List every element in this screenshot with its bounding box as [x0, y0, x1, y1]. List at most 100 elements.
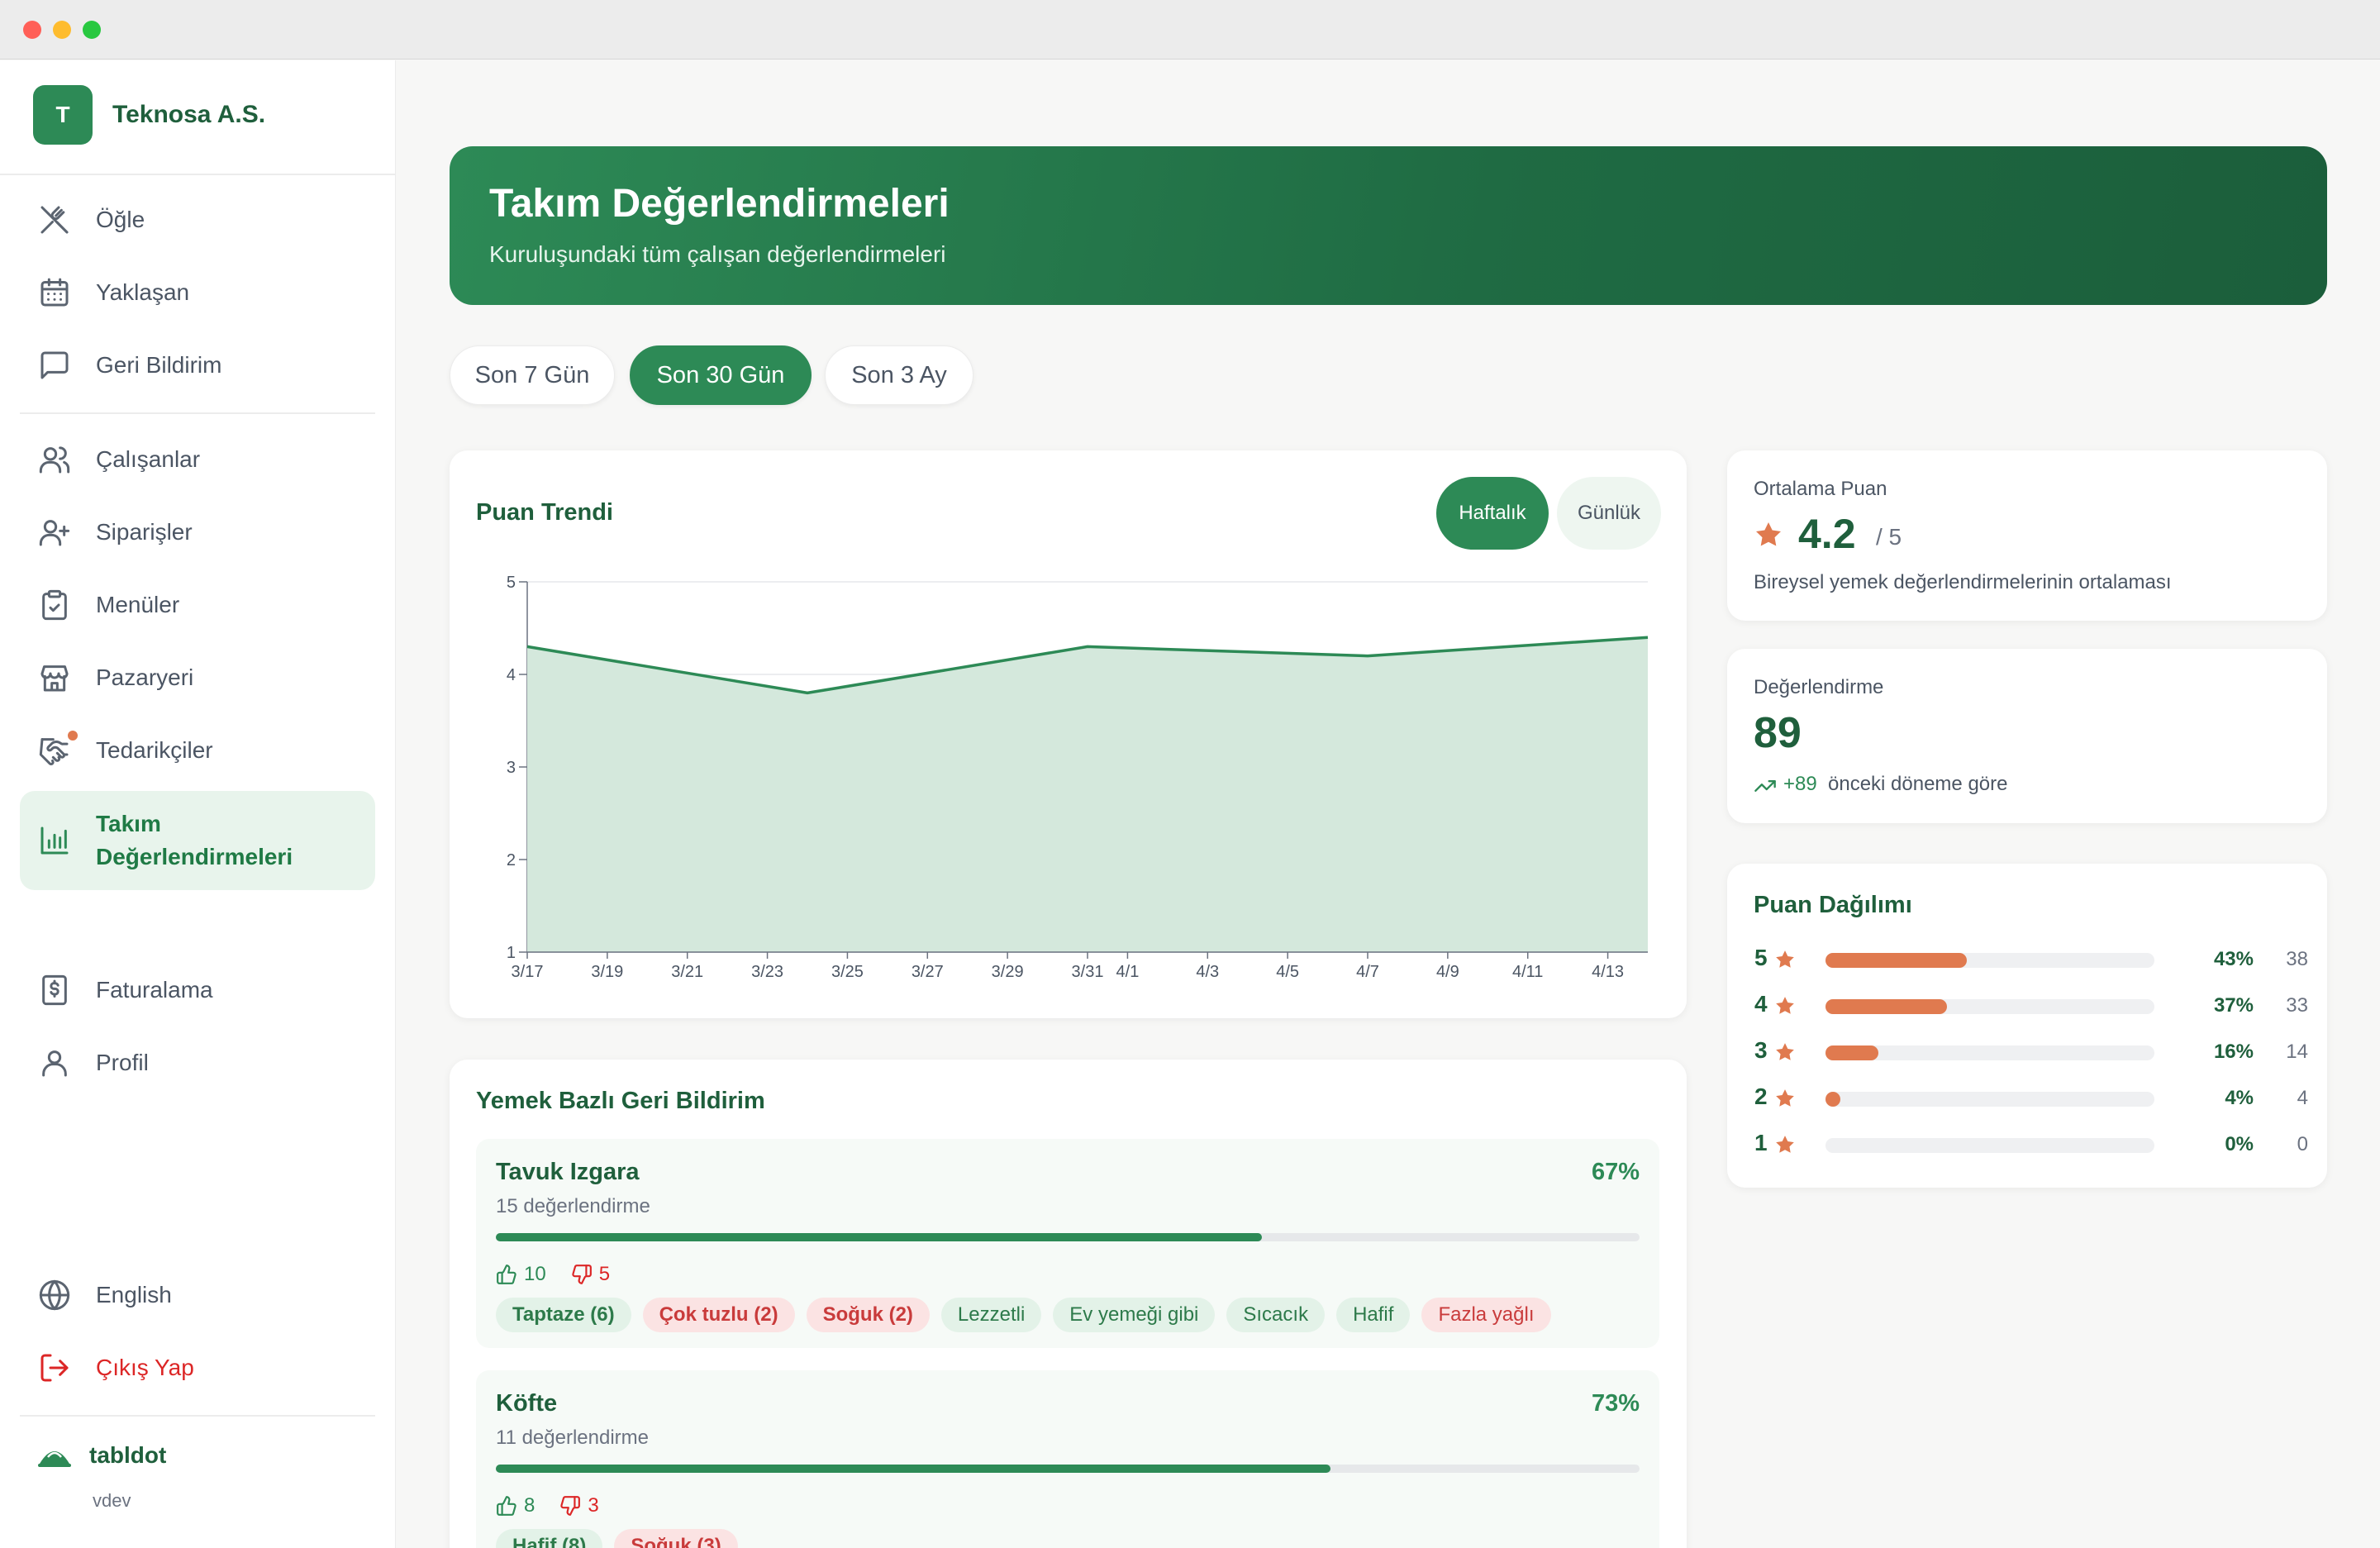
rating-stars: 1 [1754, 1130, 1768, 1155]
y-tick-label: 2 [507, 851, 516, 869]
thumbs-up-icon [497, 1496, 516, 1516]
star-icon [1776, 950, 1794, 968]
feedback-tag: Soğuk (3) [614, 1529, 738, 1548]
language-switch[interactable]: English [20, 1262, 375, 1328]
x-tick-label: 3/29 [992, 963, 1024, 981]
dish-feedback-item[interactable]: Tavuk Izgara 67% 15 değerlendirme 10 5 T… [476, 1139, 1659, 1348]
range-tab-3-months[interactable]: Son 3 Ay [825, 345, 973, 405]
sidebar-divider [20, 1415, 375, 1417]
x-tick-label: 3/19 [591, 963, 623, 981]
tabldot-logo-icon [38, 1451, 71, 1467]
sidebar-item-label: Yaklaşan [96, 279, 190, 305]
rating-row: 5 43% 38 [1754, 941, 2308, 978]
sidebar-item-label: Tedarikçiler [96, 737, 213, 763]
rating-stars: 3 [1754, 1037, 1768, 1063]
x-tick-label: 3/27 [912, 963, 944, 981]
page-header-banner: Takım Değerlendirmeleri Kuruluşundaki tü… [450, 146, 2327, 305]
rating-stars: 2 [1754, 1084, 1768, 1109]
feedback-tag: Hafif [1336, 1298, 1411, 1332]
globe-icon [39, 1279, 70, 1311]
average-score-card: Ortalama Puan 4.2 / 5 Bireysel yemek değ… [1727, 450, 2327, 621]
sidebar-item-label: Geri Bildirim [96, 352, 222, 378]
rating-percent: 4% [2225, 1087, 2254, 1109]
rating-bar-fill [1825, 1045, 1878, 1060]
feedback-tag: Hafif (8) [496, 1529, 603, 1548]
language-label: English [96, 1282, 172, 1307]
feedback-tag: Fazla yağlı [1421, 1298, 1551, 1332]
x-tick-label: 3/17 [512, 963, 544, 981]
user-icon [42, 1050, 67, 1077]
company-switcher[interactable]: T Teknosa A.S. [33, 85, 265, 145]
message-square-icon [40, 351, 69, 379]
thumbs-up-count: 8 [496, 1494, 535, 1517]
page-title: Takım Değerlendirmeleri [489, 182, 950, 226]
feedback-tag: Ev yemeği gibi [1053, 1298, 1216, 1332]
review-count-delta: +89 [1783, 773, 1817, 795]
users-icon [39, 446, 70, 474]
thumbs-down-value: 3 [588, 1494, 599, 1517]
user-plus-icon [39, 520, 70, 546]
rating-bar-fill [1825, 953, 1968, 968]
sidebar-item-menuler[interactable]: Menüler [20, 572, 375, 638]
sidebar-item-pazaryeri[interactable]: Pazaryeri [20, 645, 375, 711]
dish-approval-track [496, 1465, 1640, 1473]
sidebar-item-label: Menüler [96, 592, 180, 617]
sidebar-divider [0, 174, 396, 175]
rating-stars: 5 [1754, 945, 1768, 970]
sidebar-item-profil[interactable]: Profil [20, 1030, 375, 1096]
thumbs-up-icon [497, 1265, 516, 1284]
rating-bar-track [1825, 1045, 2154, 1060]
minimize-window-button[interactable] [53, 21, 71, 39]
range-tab-7-days[interactable]: Son 7 Gün [450, 345, 615, 405]
dish-feedback-title: Yemek Bazlı Geri Bildirim [476, 1088, 765, 1114]
rating-bar-fill [1825, 1092, 1840, 1107]
footer-brand-name: tabldot [89, 1442, 167, 1468]
sidebar-item-siparisler[interactable]: Siparişler [20, 499, 375, 565]
receipt-icon [42, 974, 67, 1006]
x-tick-label: 4/11 [1512, 963, 1543, 981]
rating-bar-fill [1825, 999, 1948, 1014]
star-icon [1776, 997, 1794, 1014]
dish-feedback-item[interactable]: Köfte 73% 11 değerlendirme 8 3 Hafif (8)… [476, 1370, 1659, 1548]
sidebar-item-label: Öğle [96, 207, 145, 232]
feedback-tag: Soğuk (2) [806, 1298, 930, 1332]
range-tab-30-days[interactable]: Son 30 Gün [630, 345, 812, 405]
x-tick-label: 3/21 [671, 963, 703, 981]
x-tick-label: 4/7 [1356, 963, 1379, 981]
thumbs-up-value: 8 [524, 1494, 536, 1517]
utensils-crossed-icon [40, 206, 69, 234]
feedback-tag: Çok tuzlu (2) [642, 1298, 795, 1332]
store-icon [40, 665, 69, 692]
rating-distribution-card: Puan Dağılımı [1727, 864, 2327, 1188]
thumbs-down-count: 3 [559, 1494, 599, 1517]
sidebar-item-takim-degerlendirmeleri[interactable]: Takım Değerlendirmeleri [20, 791, 375, 890]
sidebar-item-ogle[interactable]: Öğle [20, 187, 375, 253]
x-tick-label: 3/25 [831, 963, 864, 981]
weekly-toggle[interactable]: Haftalık [1436, 477, 1549, 550]
sidebar-item-tedarikciler[interactable]: Tedarikçiler [20, 717, 375, 784]
sidebar-item-label: Çalışanlar [96, 446, 201, 472]
dish-approval-percent: 73% [1591, 1390, 1640, 1417]
x-tick-label: 4/13 [1592, 963, 1624, 981]
sidebar-item-yaklasan[interactable]: Yaklaşan [20, 260, 375, 326]
daily-toggle[interactable]: Günlük [1557, 477, 1661, 550]
rating-percent: 0% [2225, 1133, 2254, 1155]
rating-count: 38 [2286, 948, 2308, 970]
close-window-button[interactable] [23, 21, 41, 39]
sidebar-item-calisanlar[interactable]: Çalışanlar [20, 426, 375, 493]
rating-count: 4 [2297, 1087, 2308, 1109]
sidebar-item-geri-bildirim[interactable]: Geri Bildirim [20, 332, 375, 398]
trending-up-icon [1754, 780, 1776, 792]
zoom-window-button[interactable] [83, 21, 101, 39]
average-score-description: Bireysel yemek değerlendirmelerinin orta… [1754, 571, 2172, 593]
y-tick-label: 3 [507, 759, 516, 777]
sidebar-item-faturalama[interactable]: Faturalama [20, 957, 375, 1023]
series-area [527, 637, 1648, 952]
dish-review-count: 11 değerlendirme [496, 1427, 650, 1449]
dish-votes: 8 3 [496, 1494, 599, 1517]
logout-label: Çıkış Yap [96, 1355, 194, 1380]
logout-button[interactable]: Çıkış Yap [20, 1335, 375, 1401]
thumbs-down-count: 5 [571, 1263, 610, 1286]
rating-row: 3 16% 14 [1754, 1034, 2308, 1070]
average-score-value: 4.2 [1798, 511, 1856, 557]
